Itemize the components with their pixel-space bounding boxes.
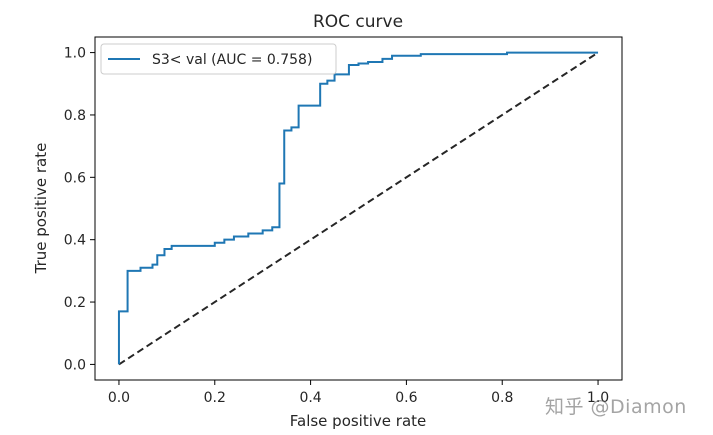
watermark: 知乎 @Diamon <box>545 396 687 418</box>
y-axis-label: True positive rate <box>32 143 50 275</box>
chance-diagonal-line <box>118 51 599 366</box>
legend: S3< val (AUC = 0.758) <box>100 43 337 75</box>
x-tick-label: 1.0 <box>587 390 609 406</box>
y-tick-label: 0.0 <box>64 357 86 373</box>
y-tick-label: 0.6 <box>64 170 86 186</box>
y-tick-label: 0.8 <box>64 108 86 124</box>
x-tick-label: 0.0 <box>108 390 130 406</box>
x-tick-label: 0.2 <box>204 390 226 406</box>
y-tick-label: 0.2 <box>64 295 86 311</box>
x-tick-label: 0.8 <box>491 390 513 406</box>
y-tick-label: 0.4 <box>64 233 86 249</box>
x-axis-label: False positive rate <box>290 412 427 430</box>
plot-area <box>95 37 622 380</box>
x-axis-ticks: 0.0 0.2 0.4 0.6 0.8 1.0 <box>108 380 609 406</box>
y-tick-label: 1.0 <box>64 46 86 62</box>
plot-frame <box>94 36 623 381</box>
x-tick-label: 0.6 <box>395 390 417 406</box>
roc-curve-line <box>117 51 599 365</box>
legend-box <box>100 43 337 75</box>
x-tick-label: 0.4 <box>299 390 321 406</box>
legend-label: S3< val (AUC = 0.758) <box>152 52 312 68</box>
chart-title: ROC curve <box>313 12 403 32</box>
y-axis-ticks: 0.0 0.2 0.4 0.6 0.8 1.0 <box>64 46 95 373</box>
series-layer <box>117 51 599 366</box>
